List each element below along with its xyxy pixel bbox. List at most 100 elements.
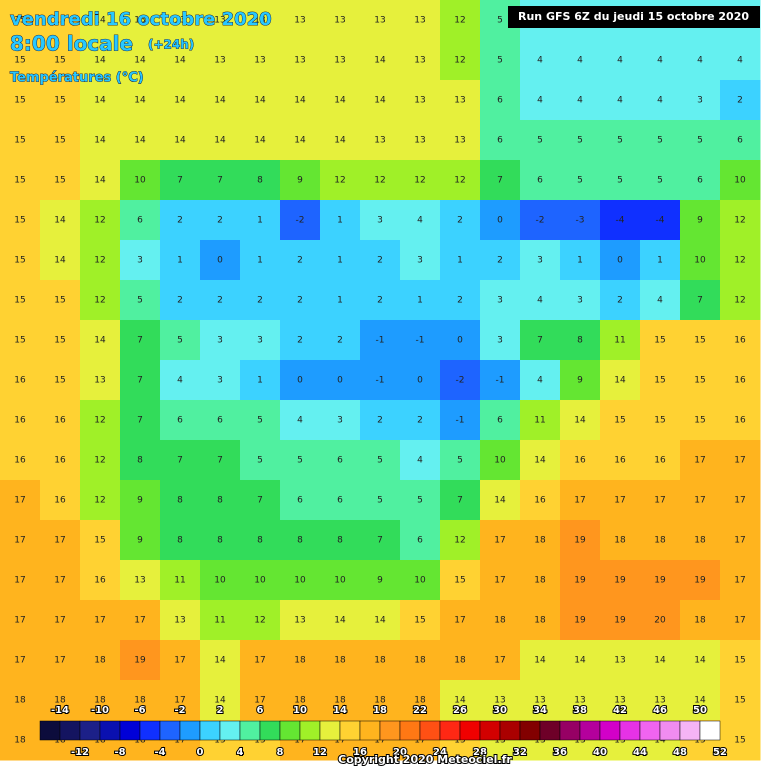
temperature-cell — [160, 0, 201, 41]
temperature-cell — [600, 400, 641, 441]
temperature-value: 12 — [334, 176, 345, 186]
temperature-value: 17 — [374, 736, 385, 746]
temperature-cell — [240, 280, 281, 321]
temperature-cell — [200, 0, 241, 41]
temperature-cell — [480, 360, 521, 401]
temperature-cell — [560, 440, 601, 481]
legend-swatch — [519, 720, 541, 741]
temperature-value: 15 — [54, 96, 65, 106]
temperature-cell — [520, 640, 561, 681]
legend-label: 40 — [593, 747, 607, 758]
temperature-cell — [480, 400, 521, 441]
temperature-value: 7 — [457, 496, 463, 506]
temperature-cell — [720, 40, 761, 81]
temperature-cell — [600, 240, 641, 281]
temperature-cell — [320, 280, 361, 321]
temperature-cell — [360, 640, 401, 681]
temperature-value: 15 — [454, 576, 465, 586]
temperature-value: 5 — [257, 456, 263, 466]
temperature-cell — [160, 120, 201, 161]
temperature-cell — [200, 440, 241, 481]
temperature-cell — [0, 0, 41, 41]
temperature-value: 0 — [297, 376, 303, 386]
temperature-cell — [160, 40, 201, 81]
temperature-cell — [440, 80, 481, 121]
temperature-value: 15 — [694, 336, 705, 346]
temperature-cell — [240, 80, 281, 121]
temperature-value: 4 — [537, 376, 543, 386]
temperature-value: 14 — [254, 96, 266, 106]
temperature-value: 4 — [657, 296, 663, 306]
temperature-cell — [560, 240, 601, 281]
legend-label: 16 — [353, 747, 367, 758]
temperature-cell — [240, 0, 281, 41]
temperature-cell — [520, 560, 561, 601]
temperature-cell — [200, 280, 241, 321]
temperature-cell — [320, 120, 361, 161]
temperature-value: 13 — [214, 56, 225, 66]
temperature-value: 14 — [214, 136, 226, 146]
temperature-value: 1 — [657, 256, 663, 266]
temperature-value: 15 — [14, 256, 25, 266]
temperature-cell — [600, 560, 641, 601]
temperature-cell — [240, 240, 281, 281]
legend-swatch — [219, 720, 241, 741]
temperature-cell — [720, 720, 761, 761]
temperature-cell — [200, 80, 241, 121]
temperature-value: 16 — [14, 376, 26, 386]
temperature-cell — [720, 520, 761, 561]
temperature-cell — [240, 40, 281, 81]
temperature-value: 1 — [417, 296, 423, 306]
temperature-value: 15 — [454, 736, 465, 746]
temperature-value: 12 — [454, 56, 465, 66]
temperature-cell — [320, 160, 361, 201]
temperature-cell — [120, 240, 161, 281]
temperature-cell — [720, 560, 761, 601]
temperature-value: 14 — [94, 336, 106, 346]
temperature-cell — [600, 520, 641, 561]
temperature-value: 15 — [54, 336, 65, 346]
temperature-value: 17 — [574, 496, 585, 506]
temperature-value: 6 — [297, 496, 303, 506]
temperature-value: 7 — [497, 176, 503, 186]
temperature-value: 15 — [94, 536, 105, 546]
temperature-cell — [280, 120, 321, 161]
temperature-value: -4 — [656, 216, 665, 226]
temperature-cell — [240, 120, 281, 161]
temperature-cell — [80, 680, 121, 721]
temperature-cell — [360, 600, 401, 641]
temperature-value: 13 — [494, 696, 505, 706]
temperature-cell — [600, 640, 641, 681]
temperature-cell — [120, 600, 161, 641]
temperature-cell — [640, 440, 681, 481]
temperature-value: 6 — [497, 136, 503, 146]
temperature-value: 8 — [297, 536, 303, 546]
temperature-cell — [120, 560, 161, 601]
temperature-cell — [440, 280, 481, 321]
legend-swatch — [159, 720, 181, 741]
temperature-cell — [520, 200, 561, 241]
temperature-value: 14 — [574, 416, 586, 426]
temperature-value: 5 — [377, 456, 383, 466]
legend-swatch — [319, 720, 341, 741]
temperature-cell — [520, 160, 561, 201]
temperature-cell — [480, 280, 521, 321]
temperature-cell — [40, 40, 81, 81]
legend-label: -14 — [51, 705, 69, 716]
temperature-value: 18 — [134, 736, 146, 746]
temperature-value: 4 — [417, 456, 423, 466]
temperature-cell — [200, 320, 241, 361]
temperature-cell — [80, 320, 121, 361]
temperature-value: 15 — [734, 736, 745, 746]
temperature-cell — [160, 600, 201, 641]
temperature-cell — [560, 640, 601, 681]
temperature-value: 14 — [214, 696, 226, 706]
temperature-cell — [40, 280, 81, 321]
temperature-cell — [120, 640, 161, 681]
temperature-cell — [40, 440, 81, 481]
temperature-cell — [160, 80, 201, 121]
temperature-value: 6 — [417, 536, 423, 546]
temperature-cell — [0, 640, 41, 681]
temperature-value: 14 — [94, 136, 106, 146]
temperature-cell — [360, 240, 401, 281]
